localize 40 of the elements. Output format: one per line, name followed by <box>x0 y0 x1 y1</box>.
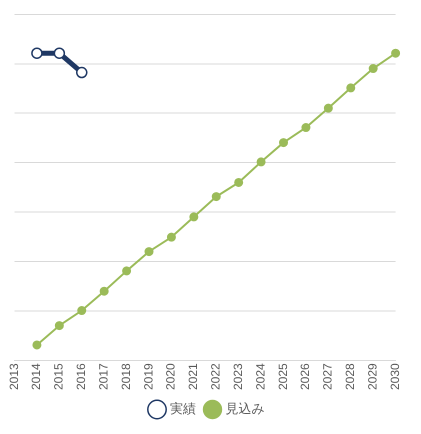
point <box>212 192 221 202</box>
x-tick-label: 2029 <box>365 362 380 390</box>
point <box>189 212 198 222</box>
x-tick-label: 2018 <box>118 362 133 390</box>
point <box>100 286 109 296</box>
point <box>54 47 66 59</box>
point <box>144 247 154 256</box>
point <box>76 66 88 78</box>
x-tick-label: 2019 <box>141 362 156 390</box>
x-tick-label: 2014 <box>29 362 44 390</box>
x-tick-label: 2013 <box>6 362 21 390</box>
point <box>77 306 86 316</box>
point <box>324 104 333 113</box>
x-tick-label: 2026 <box>298 362 312 390</box>
x-tick-label: 2020 <box>164 362 178 390</box>
x-tick-label: 2022 <box>208 362 223 390</box>
point <box>32 340 42 350</box>
point <box>54 321 64 330</box>
x-tick-label: 2024 <box>253 362 268 390</box>
point <box>391 48 400 58</box>
x-tick-label: 2021 <box>186 362 200 390</box>
point <box>122 266 132 276</box>
point <box>31 47 43 59</box>
x-tick-label: 2016 <box>74 362 88 390</box>
x-tick-label: 2017 <box>96 362 110 390</box>
legend-label: 実績 <box>170 400 196 417</box>
point <box>279 138 288 148</box>
x-tick-label: 2023 <box>230 362 245 390</box>
point <box>368 64 378 74</box>
x-tick-label: 2027 <box>320 362 335 390</box>
x-tick-label: 2030 <box>388 362 402 390</box>
point <box>234 178 244 187</box>
x-tick-label: 2025 <box>276 362 290 390</box>
point <box>256 157 266 166</box>
x-tick-label: 2015 <box>52 362 66 390</box>
point <box>166 232 176 242</box>
legend-label: 見込み <box>226 402 264 417</box>
point <box>346 83 356 92</box>
point <box>301 123 310 132</box>
x-tick-label: 2028 <box>343 362 358 390</box>
